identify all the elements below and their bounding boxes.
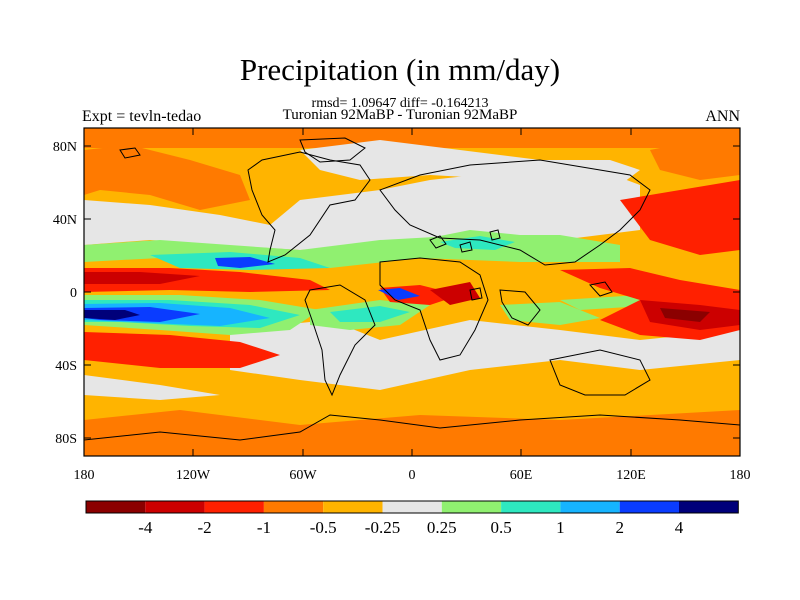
colorbar-swatch — [145, 501, 205, 513]
field-south-polar — [84, 410, 740, 456]
colorbar-label: 4 — [675, 518, 684, 537]
colorbar-swatch — [204, 501, 264, 513]
coast-islands — [119, 147, 613, 301]
field-north-pacific-orange — [84, 145, 250, 210]
colorbar-swatch — [501, 501, 561, 513]
colorbar-swatch — [86, 501, 146, 513]
coast-eurasia — [379, 159, 651, 266]
comparison-label: Turonian 92MaBP - Turonian 92MaBP — [282, 107, 518, 123]
lat-label-0: 0 — [70, 286, 77, 301]
experiment-label: Expt = tevln-tedao — [82, 108, 202, 125]
field-green-indian — [500, 302, 600, 325]
field-grey-north — [84, 170, 640, 250]
season-label: ANN — [705, 108, 740, 125]
field-blue-atlantic — [378, 288, 420, 300]
colorbar-label: 1 — [556, 518, 565, 537]
field-red-asia — [620, 180, 740, 255]
field-north-polar — [84, 128, 740, 148]
lon-label-60e: 60E — [510, 468, 533, 483]
field-red-africa-west — [430, 282, 480, 305]
colorbar-label: -4 — [138, 518, 153, 537]
colorbar-label: 0.5 — [490, 518, 511, 537]
coast-antarctica — [84, 414, 740, 441]
colorbar-label: 0.25 — [427, 518, 457, 537]
field-blue-north — [215, 257, 275, 268]
field-teal-atlantic — [330, 306, 410, 322]
colorbar-frame — [85, 500, 739, 514]
coast-north-america — [247, 151, 371, 263]
colorbar-label: -2 — [198, 518, 212, 537]
map-title: Precipitation (in mm/day) — [239, 52, 561, 87]
field-grey-arctic — [300, 140, 640, 185]
lat-label-40s: 40S — [55, 359, 77, 374]
colorbar-swatch — [441, 501, 502, 513]
field-grey-south — [230, 320, 740, 390]
coast-africa — [379, 257, 489, 361]
lat-label-80s: 80S — [55, 432, 77, 447]
lon-label-0: 0 — [409, 468, 416, 483]
lon-label-120w: 120W — [176, 468, 211, 483]
field-red-northpac — [650, 140, 740, 180]
colorbar-swatch — [323, 501, 383, 513]
colorbar-label: -0.5 — [310, 518, 337, 537]
field-navy-south — [84, 310, 140, 320]
colorbar-swatch — [679, 501, 739, 513]
lon-ticks — [83, 128, 741, 456]
coastlines — [84, 137, 740, 441]
colorbar — [85, 500, 739, 514]
field-darkred-equatorial — [84, 272, 200, 284]
map-field — [84, 128, 740, 456]
field-teal-patches — [440, 236, 515, 250]
lat-label-80n: 80N — [53, 140, 77, 155]
stats-line: rmsd= 1.09647 diff= -0.164213 — [311, 96, 489, 111]
lon-label-180w: 180 — [74, 468, 95, 483]
lon-label-60w: 60W — [289, 468, 317, 483]
field-red-southern — [84, 332, 280, 368]
coast-india — [499, 289, 541, 326]
field-grey-south-2 — [84, 375, 220, 400]
colorbar-swatch — [560, 501, 620, 513]
lon-label-120e: 120E — [616, 468, 646, 483]
lon-label-180e: 180 — [730, 468, 751, 483]
colorbar-swatch — [263, 501, 324, 513]
colorbar-swatch — [382, 501, 442, 513]
colorbar-swatch — [619, 501, 679, 513]
coast-australia — [549, 349, 651, 396]
field-maroon-pacific — [660, 308, 710, 322]
colorbar-label: 2 — [615, 518, 624, 537]
lat-ticks — [84, 145, 740, 439]
colorbar-label: -0.25 — [365, 518, 400, 537]
coast-south-america — [304, 284, 376, 397]
lat-label-40n: 40N — [53, 213, 77, 228]
colorbar-label: -1 — [257, 518, 271, 537]
coast-greenland — [299, 137, 366, 163]
